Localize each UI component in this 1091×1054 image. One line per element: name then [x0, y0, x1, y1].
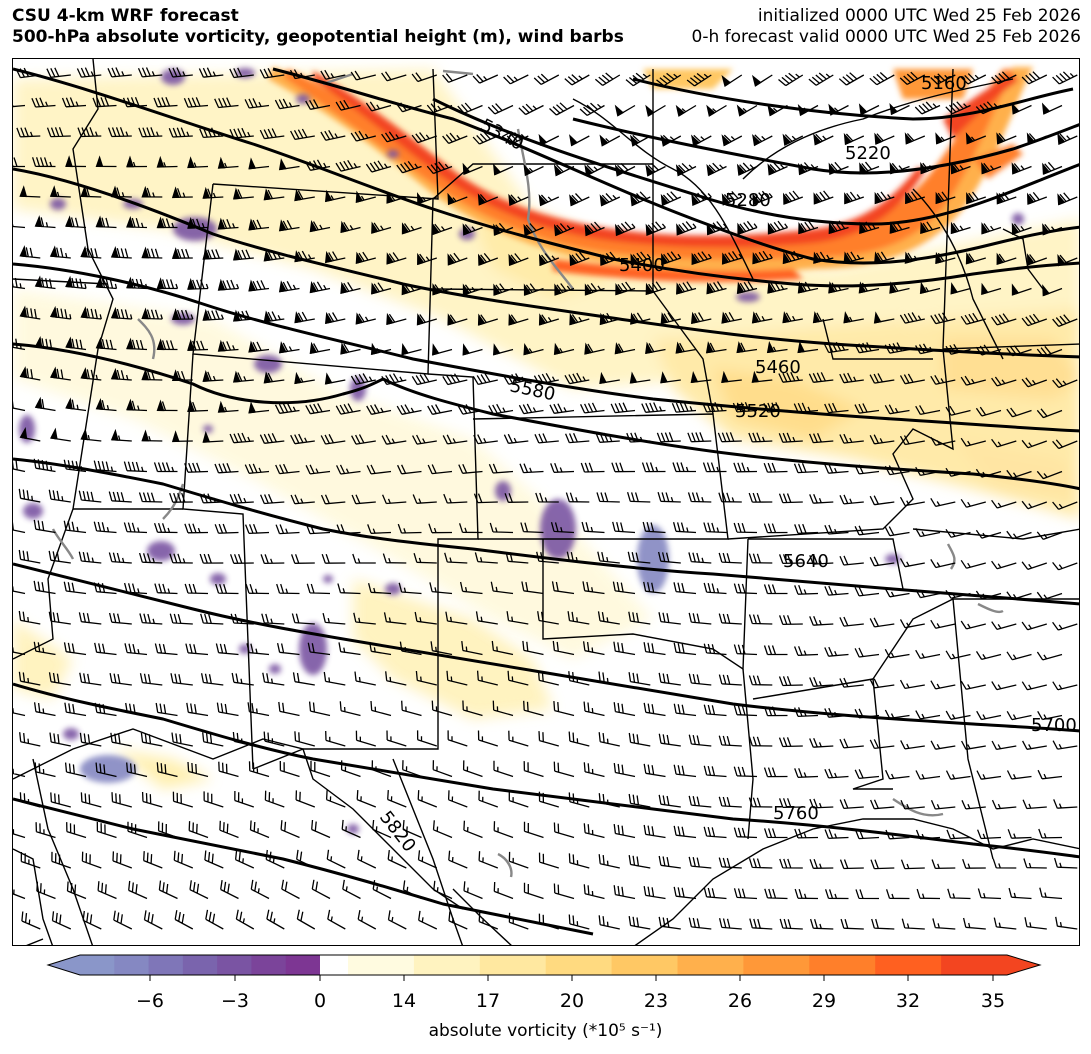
contour-label-5520: 5520: [735, 401, 781, 422]
colorbar-tick-label: 23: [643, 990, 669, 1012]
colorbar-cell: [875, 955, 942, 975]
colorbar-extend-low: [48, 955, 80, 975]
height-contours: [13, 67, 1079, 936]
colorbar-tick-label: −6: [135, 990, 165, 1012]
colorbar-tick-label: 17: [475, 990, 501, 1012]
colorbar-cell: [182, 955, 218, 975]
contour-label-5700: 5700: [1031, 715, 1077, 736]
colorbar-cell: [413, 955, 481, 975]
colorbar-cell: [809, 955, 876, 975]
colorbar-cell: [611, 955, 678, 975]
colorbar-tick-label: 35: [980, 990, 1006, 1012]
political-borders: [13, 59, 1079, 945]
valid-time: 0-h forecast valid 0000 UTC Wed 25 Feb 2…: [691, 27, 1081, 47]
contour-5400: [13, 67, 1079, 288]
colorbar-cell: [251, 955, 287, 975]
colorbar: [46, 954, 1042, 981]
contour-5520: [13, 262, 1079, 433]
contour-5760: [13, 682, 1079, 859]
colorbar-cell: [479, 955, 547, 975]
contour-5160: [632, 77, 1074, 121]
contour-5220: [572, 117, 1079, 175]
title-model: CSU 4-km WRF forecast: [12, 6, 239, 26]
colorbar-cell: [941, 955, 1008, 975]
colorbar-outline: [46, 954, 1042, 976]
colorbar-cell: [217, 955, 252, 975]
colorbar-cell: [677, 955, 744, 975]
colorbar-tick-label: 20: [559, 990, 585, 1012]
init-time: initialized 0000 UTC Wed 25 Feb 2026: [757, 6, 1081, 26]
colorbar-tick-label: 14: [391, 990, 417, 1012]
contour-5580: [13, 342, 1079, 491]
contour-5700: [13, 562, 1079, 733]
contour-5460: [13, 167, 1079, 359]
figure-title: CSU 4-km WRF forecast 500-hPa absolute v…: [12, 6, 624, 48]
title-field: 500-hPa absolute vorticity, geopotential…: [12, 27, 624, 47]
contour-label-5160: 5160: [921, 73, 967, 94]
contour-label-5220: 5220: [845, 143, 891, 164]
colorbar-tick-label: 0: [313, 990, 327, 1012]
contour-label-5460: 5460: [755, 357, 801, 378]
colorbar-cell: [148, 955, 184, 975]
contour-5640: [13, 457, 1079, 606]
contour-label-5640: 5640: [783, 551, 829, 572]
colorbar-tick-label: 29: [811, 990, 837, 1012]
lake-outlines: [51, 69, 1004, 878]
colorbar-label: absolute vorticity (*10⁵ s⁻¹): [428, 1021, 663, 1041]
colorbar-tick-label: −3: [220, 990, 250, 1012]
colorbar-extend-high: [1007, 955, 1040, 975]
contour-5820: [13, 797, 594, 936]
colorbar-tick-label: 32: [895, 990, 921, 1012]
colorbar-cell: [348, 955, 415, 975]
colorbar-cell: [114, 955, 150, 975]
colorbar-cell: [743, 955, 810, 975]
colorbar-cell: [320, 955, 348, 975]
colorbar-tick-label: 26: [727, 990, 753, 1012]
contour-label-5760: 5760: [773, 803, 819, 824]
contour-label-5820: 5820: [375, 807, 420, 856]
colorbar-cells: [48, 955, 1040, 975]
colorbar-tickmarks: [149, 975, 994, 981]
figure-timestamps: initialized 0000 UTC Wed 25 Feb 2026 0-h…: [692, 6, 1081, 48]
map-canvas: 5160 5220 5280 5340 5400 5460 5520 5580 …: [13, 59, 1079, 945]
contour-5340: [272, 67, 1079, 265]
contour-label-5280: 5280: [725, 190, 771, 211]
contour-label-5400: 5400: [619, 255, 665, 276]
map-panel: 5160 5220 5280 5340 5400 5460 5520 5580 …: [12, 58, 1080, 946]
colorbar-cell: [285, 955, 321, 975]
colorbar-cell: [545, 955, 613, 975]
contour-5280: [432, 97, 1079, 226]
colorbar-cell: [80, 955, 115, 975]
